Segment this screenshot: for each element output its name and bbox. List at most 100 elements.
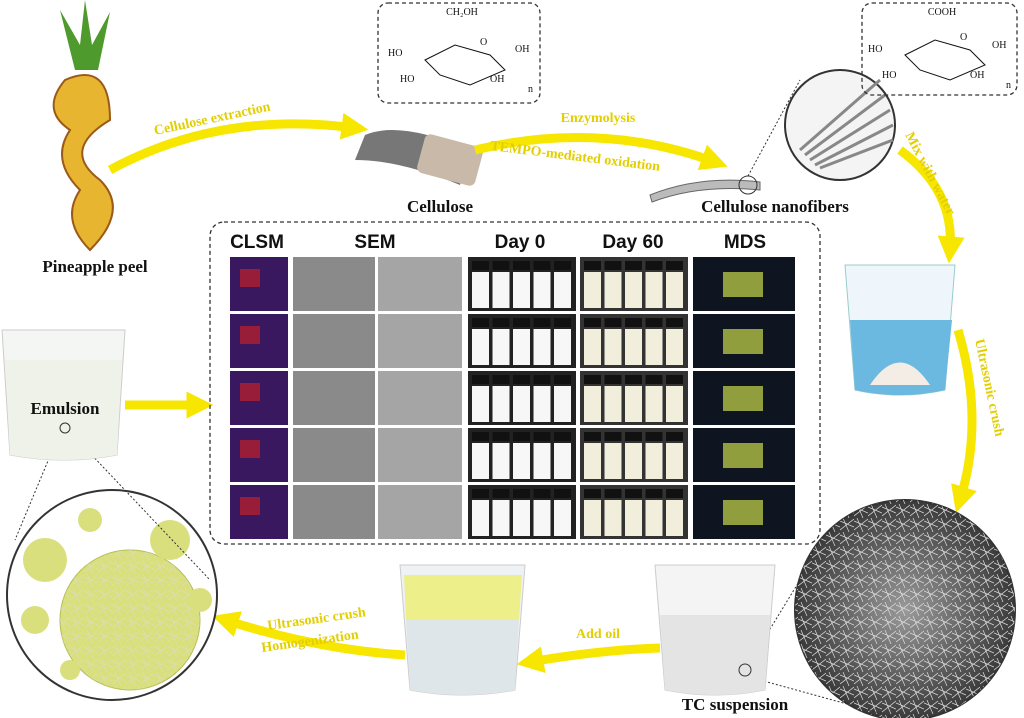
vial: [666, 272, 683, 308]
vial-cap: [645, 318, 663, 327]
sem-image: [378, 257, 462, 311]
vial-cap: [513, 318, 530, 327]
sem-image: [293, 257, 375, 311]
vial-cap: [554, 318, 571, 327]
vial-cap: [472, 432, 489, 441]
vial: [666, 500, 683, 536]
vial: [492, 329, 510, 365]
vial: [513, 500, 530, 536]
vial: [625, 386, 642, 422]
vial-cap: [554, 489, 571, 498]
sem-image: [293, 428, 375, 482]
vial-cap: [645, 432, 663, 441]
vial-cap: [533, 375, 551, 384]
vial: [513, 272, 530, 308]
beaker: [399, 564, 526, 696]
vial-cap: [533, 318, 551, 327]
mds-molecule: [723, 272, 763, 297]
vial-cap: [625, 375, 642, 384]
vial: [472, 386, 489, 422]
image-grid: [230, 257, 795, 539]
vial-cap: [645, 489, 663, 498]
vial: [604, 329, 622, 365]
vial: [645, 272, 663, 308]
vial-cap: [492, 261, 510, 270]
vial: [584, 386, 601, 422]
vial-cap: [604, 432, 622, 441]
vial-cap: [513, 261, 530, 270]
structure-text: n: [528, 84, 533, 95]
vial-cap: [604, 489, 622, 498]
vial-cap: [554, 261, 571, 270]
vial-cap: [472, 261, 489, 270]
structure-text: O: [960, 32, 967, 43]
cellulose-bundle: [355, 130, 483, 186]
vial-cap: [584, 432, 601, 441]
panel-header: Day 0: [495, 232, 546, 253]
structure: COOH HO O OH HO OH n: [861, 2, 1018, 96]
vial: [492, 443, 510, 479]
mds-molecule: [723, 443, 763, 468]
vial: [472, 329, 489, 365]
arrow: [212, 611, 406, 660]
structure-text: HO: [882, 70, 896, 81]
vial: [492, 500, 510, 536]
vial-cap: [492, 489, 510, 498]
vial: [554, 272, 571, 308]
structure-text: OH: [992, 40, 1006, 51]
vial: [666, 386, 683, 422]
vial-cap: [584, 489, 601, 498]
vial-cap: [584, 261, 601, 270]
vial: [533, 329, 551, 365]
panel-header: MDS: [724, 232, 766, 253]
vial-cap: [666, 375, 683, 384]
vial: [533, 443, 551, 479]
structure-text: HO: [868, 44, 882, 55]
vial: [533, 386, 551, 422]
structure-text: COOH: [928, 7, 956, 18]
clsm-spot: [240, 326, 260, 344]
vial-cap: [666, 489, 683, 498]
vial: [513, 443, 530, 479]
sem-image: [378, 314, 462, 368]
label: Mix with water: [901, 130, 957, 218]
beaker: [654, 564, 776, 696]
vial: [533, 500, 551, 536]
mds-molecule: [723, 329, 763, 354]
vial-cap: [625, 261, 642, 270]
vial-cap: [513, 375, 530, 384]
vial: [666, 443, 683, 479]
vial: [472, 272, 489, 308]
vial-cap: [625, 489, 642, 498]
vial: [533, 272, 551, 308]
vial-cap: [584, 375, 601, 384]
structure: CH₂OH HO O OH HO OH n: [377, 2, 541, 104]
sem-image: [293, 314, 375, 368]
structure-text: OH: [970, 70, 984, 81]
vial: [472, 443, 489, 479]
sem-image: [378, 371, 462, 425]
sem-image: [293, 371, 375, 425]
vial-cap: [472, 318, 489, 327]
vial: [584, 443, 601, 479]
vial: [645, 329, 663, 365]
vial-cap: [604, 318, 622, 327]
vial-cap: [604, 375, 622, 384]
beaker: [844, 264, 956, 396]
vial-cap: [666, 318, 683, 327]
label: TC suspension: [682, 695, 789, 714]
emulsion-circle: [6, 431, 218, 701]
structure-text: HO: [400, 74, 414, 85]
structure-text: HO: [388, 48, 402, 59]
sem-circle: [744, 499, 1016, 718]
label: Enzymolysis: [561, 111, 636, 126]
vial: [625, 443, 642, 479]
panel-header: Day 60: [602, 232, 663, 253]
sem-image: [293, 485, 375, 539]
structure-text: n: [1006, 80, 1011, 91]
vial: [554, 443, 571, 479]
label: Cellulose: [407, 197, 474, 216]
vial-cap: [584, 318, 601, 327]
vial: [472, 500, 489, 536]
vial-cap: [645, 375, 663, 384]
